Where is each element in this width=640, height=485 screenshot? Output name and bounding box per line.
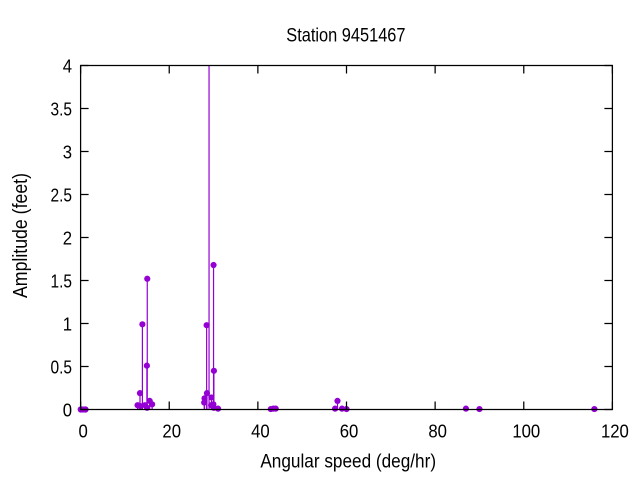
svg-text:2: 2	[63, 227, 72, 248]
svg-text:100: 100	[512, 421, 540, 442]
svg-text:0: 0	[63, 399, 72, 420]
svg-text:40: 40	[251, 421, 270, 442]
svg-text:Amplitude (feet): Amplitude (feet)	[10, 173, 32, 298]
svg-text:2.5: 2.5	[51, 184, 73, 205]
svg-text:60: 60	[340, 421, 359, 442]
svg-text:4: 4	[63, 55, 72, 76]
svg-text:3.5: 3.5	[51, 98, 73, 119]
svg-text:1: 1	[63, 313, 72, 334]
svg-text:1.5: 1.5	[51, 270, 73, 291]
svg-text:20: 20	[162, 421, 181, 442]
svg-text:0.5: 0.5	[51, 356, 73, 377]
svg-text:80: 80	[428, 421, 447, 442]
svg-text:3: 3	[63, 141, 72, 162]
svg-text:120: 120	[601, 421, 629, 442]
svg-text:0: 0	[78, 421, 87, 442]
svg-text:Angular speed (deg/hr): Angular speed (deg/hr)	[260, 450, 436, 472]
svg-text:Station 9451467: Station 9451467	[286, 25, 405, 47]
